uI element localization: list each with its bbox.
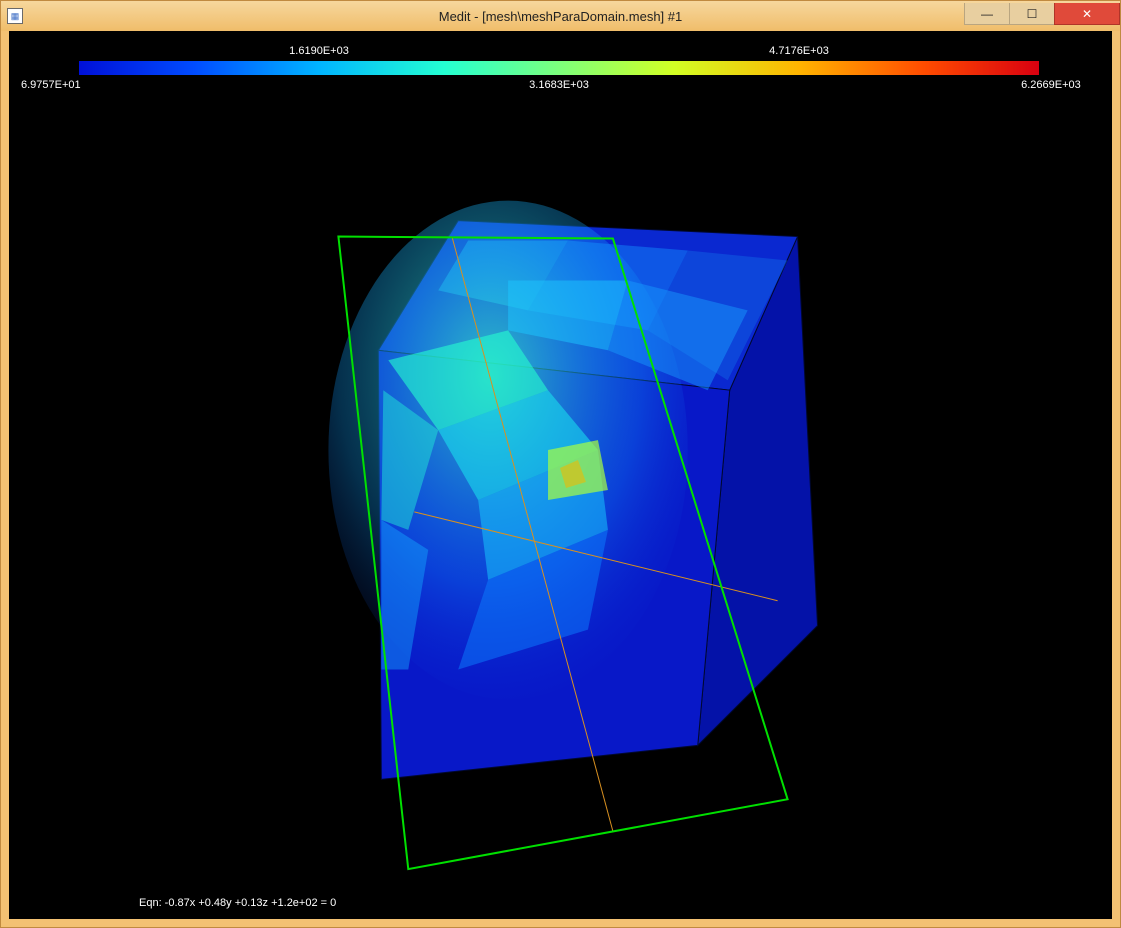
close-icon: ✕	[1082, 7, 1092, 21]
colorbar: 1.6190E+034.7176E+036.9757E+013.1683E+03…	[79, 61, 1039, 75]
scene-canvas[interactable]	[9, 31, 1112, 919]
maximize-icon: ☐	[1027, 7, 1038, 21]
maximize-button[interactable]: ☐	[1009, 3, 1055, 25]
colorbar-label: 4.7176E+03	[769, 45, 829, 57]
equation-status: Eqn: -0.87x +0.48y +0.13z +1.2e+02 = 0	[139, 897, 336, 909]
colorbar-label: 1.6190E+03	[289, 45, 349, 57]
window-frame: ▦ Medit - [mesh\meshParaDomain.mesh] #1 …	[0, 0, 1121, 928]
minimize-button[interactable]: —	[964, 3, 1010, 25]
client-area: 1.6190E+03 4.7176E+03 6.9757E+01 3.1683E+03…	[9, 31, 1112, 919]
window-title: Medit - [mesh\meshParaDomain.mesh] #1	[1, 9, 1120, 24]
viewport-3d[interactable]: 1.6190E+03 4.7176E+03 6.9757E+01 3.1683E+03…	[9, 31, 1112, 919]
app-icon: ▦	[7, 8, 23, 24]
mesh-cube[interactable]	[328, 201, 817, 780]
colorbar-label: 6.2669E+03	[1021, 79, 1081, 91]
colorbar-label: 6.9757E+01	[21, 79, 81, 91]
titlebar-buttons: — ☐ ✕	[965, 3, 1120, 25]
titlebar[interactable]: ▦ Medit - [mesh\meshParaDomain.mesh] #1 …	[1, 1, 1120, 31]
close-button[interactable]: ✕	[1054, 3, 1120, 25]
colorbar-label: 3.1683E+03	[529, 79, 589, 91]
colorbar-gradient	[79, 61, 1039, 75]
app-icon-glyph: ▦	[11, 11, 20, 22]
minimize-icon: —	[981, 7, 993, 21]
